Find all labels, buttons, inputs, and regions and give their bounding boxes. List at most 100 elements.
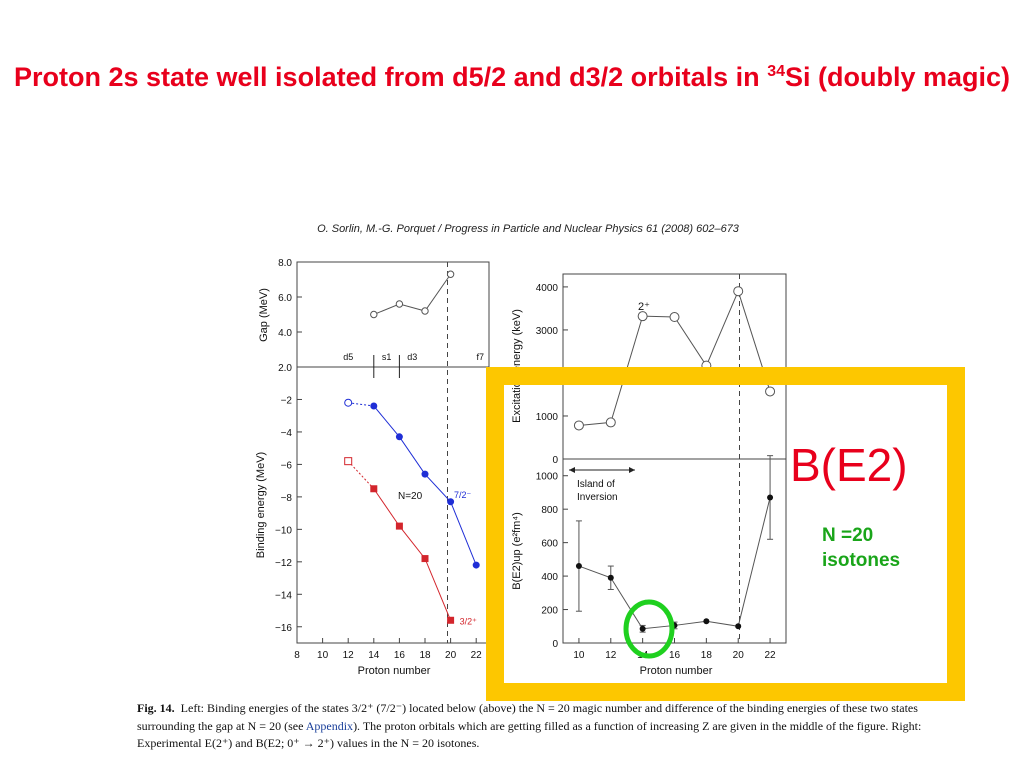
gap-ytick-label: 8.0 — [278, 258, 292, 269]
be-point — [395, 433, 403, 441]
island-arrow — [569, 467, 635, 473]
n20-label: N=20 — [398, 491, 423, 502]
exc-point — [669, 312, 680, 323]
be-ytick-label: −8 — [281, 493, 293, 504]
exc-point — [573, 420, 584, 431]
be-point-open — [344, 457, 353, 466]
citation: O. Sorlin, M.-G. Porquet / Progress in P… — [317, 223, 740, 235]
gap-point — [421, 307, 429, 315]
be-line — [373, 488, 452, 621]
be2-xtick-label: 16 — [669, 650, 681, 661]
be2-ytick-label: 0 — [552, 639, 558, 650]
be-xtick-label: 18 — [419, 650, 431, 661]
be-point — [370, 485, 378, 493]
be-ytick-label: −4 — [281, 428, 293, 439]
left-bottom-frame — [296, 366, 490, 644]
title-element: Si (doubly magic) — [784, 62, 1011, 92]
be-ytick-label: −14 — [275, 590, 292, 601]
be2-ytick-label: 200 — [541, 606, 558, 617]
orbital-label: d5 — [343, 352, 353, 362]
caption-text-2: ). The proton orbitals which are getting… — [137, 718, 922, 751]
be2-line — [578, 497, 771, 630]
be2-ytick-label: 800 — [541, 505, 558, 516]
annotation-isotones: N =20 isotones — [822, 523, 900, 573]
be-line-dotted — [348, 402, 374, 407]
be-ytick-label: −16 — [275, 623, 292, 634]
be2-xtick-label: 10 — [573, 650, 585, 661]
island-label-1: Island of — [577, 479, 615, 490]
be2-ytick-label: 600 — [541, 539, 558, 550]
be2-xtick-label: 12 — [605, 650, 617, 661]
be2-point — [735, 623, 742, 630]
caption-appendix-link[interactable]: Appendix — [305, 718, 354, 733]
be-xtick-label: 16 — [394, 650, 406, 661]
be-point-open — [344, 398, 353, 407]
exc-ytick-label: 1000 — [536, 412, 559, 423]
exc-point — [765, 386, 776, 397]
be-point — [370, 402, 378, 410]
be2-point — [639, 625, 646, 632]
gap-line — [373, 273, 452, 315]
right-xlabel: Proton number — [640, 665, 713, 677]
be2-point — [607, 574, 614, 581]
be-point — [472, 561, 480, 569]
title-mass: 34 — [767, 63, 785, 80]
exc-point — [733, 286, 744, 297]
exc-ytick-label: 3000 — [536, 326, 559, 337]
be2-xtick-label: 20 — [733, 650, 745, 661]
be-xtick-label: 10 — [317, 650, 329, 661]
series-2plus-label: 2⁺ — [638, 301, 650, 313]
annotation-isotones-line1: N =20 — [822, 525, 874, 546]
gap-ytick-label: 2.0 — [278, 363, 292, 374]
annotation-be2: B(E2) — [790, 439, 908, 491]
be-point — [421, 555, 429, 563]
be2-ylabel: B(E2)up (e²fm⁴) — [511, 512, 523, 589]
left-panel: Gap (MeV) Binding energy (MeV) Proton nu… — [255, 258, 490, 677]
gap-ytick-label: 4.0 — [278, 328, 292, 339]
left-top-frame — [296, 261, 490, 368]
gap-point — [370, 310, 378, 319]
be-xtick-label: 12 — [343, 650, 355, 661]
caption-text-1: Left: Binding energies of the states 3/2… — [137, 701, 918, 733]
be-ytick-label: −10 — [275, 525, 292, 536]
be2-xtick-label: 18 — [701, 650, 713, 661]
gap-ytick-label: 6.0 — [278, 293, 292, 304]
left-xlabel: Proton number — [358, 665, 431, 677]
be-line-dotted — [347, 460, 375, 490]
be-xtick-label: 22 — [471, 650, 483, 661]
right-panel: Excitation energy (keV) B(E2)up (e²fm⁴) … — [511, 273, 787, 677]
title-main: Proton 2s state well isolated from d5/2 … — [13, 62, 760, 92]
orbital-label: s1 — [382, 352, 392, 362]
highlight-circle — [623, 599, 675, 659]
be-ytick-label: −2 — [281, 395, 293, 406]
orbital-label: f7 — [476, 352, 484, 362]
figure-caption: Fig. 14. Left: Binding energies of the s… — [137, 700, 937, 753]
exc-ytick-label: 4000 — [536, 283, 559, 294]
be-point — [421, 470, 429, 478]
be-xtick-label: 20 — [445, 650, 457, 661]
exc-line — [578, 289, 771, 426]
be-ytick-label: −6 — [281, 460, 293, 471]
be2-point — [767, 494, 774, 501]
gap-point — [395, 300, 404, 308]
be2-point — [575, 563, 582, 570]
gap-point — [446, 270, 455, 278]
be-xtick-label: 14 — [368, 650, 380, 661]
be-point — [395, 522, 403, 530]
be2-xtick-label: 22 — [765, 650, 777, 661]
caption-label: Fig. 14. — [137, 701, 175, 715]
gap-ylabel: Gap (MeV) — [258, 288, 270, 342]
be-point — [447, 498, 455, 506]
be-line — [373, 405, 477, 566]
exc-point — [605, 417, 616, 428]
right-top-frame — [562, 273, 787, 460]
island-label-2: Inversion — [577, 492, 618, 503]
highlight-box — [486, 367, 965, 701]
exc-point — [637, 311, 648, 322]
be2-ytick-label: 1000 — [536, 472, 559, 483]
be-point — [447, 616, 455, 624]
slide-title: Proton 2s state well isolated from d5/2 … — [0, 55, 1024, 94]
be-xtick-label: 8 — [294, 650, 300, 661]
orbital-label: d3 — [407, 352, 417, 362]
be-ytick-label: −12 — [275, 558, 292, 569]
